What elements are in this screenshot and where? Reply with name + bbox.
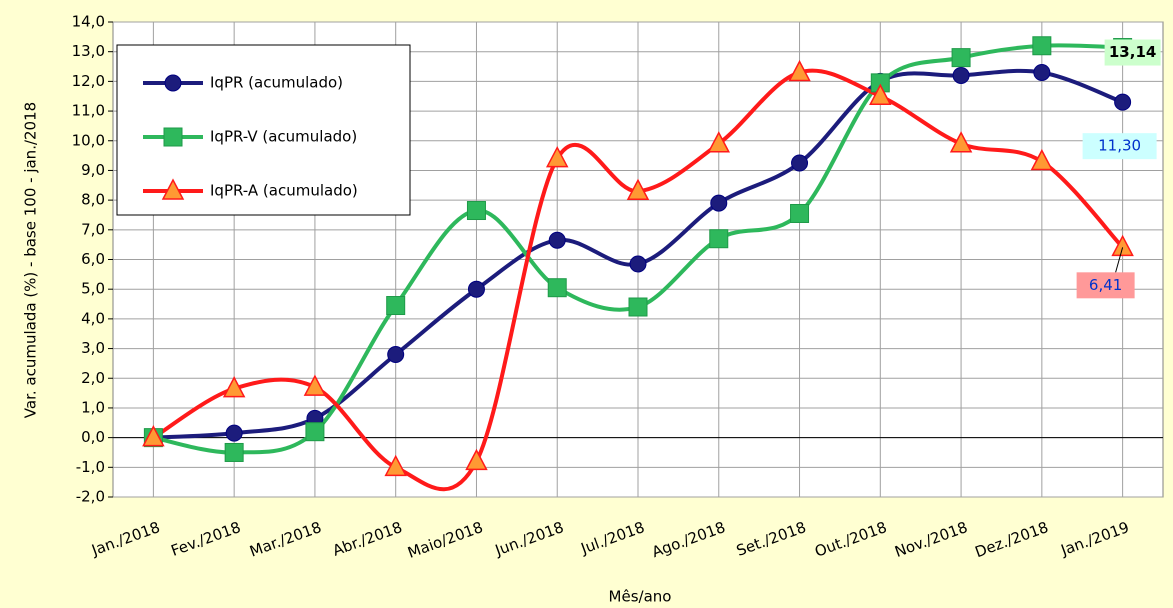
y-tick-label: 14,0	[72, 13, 105, 31]
marker	[386, 296, 406, 316]
y-tick-label: 2,0	[81, 369, 105, 387]
y-tick-label: 11,0	[72, 102, 105, 120]
value-label: 13,14	[1109, 43, 1156, 61]
y-tick-label: 6,0	[81, 250, 105, 268]
marker	[707, 131, 731, 153]
y-tick-label: 5,0	[81, 280, 105, 298]
value-label-box	[1076, 272, 1135, 299]
marker	[548, 231, 566, 249]
marker	[1032, 36, 1052, 56]
value-label-box	[1104, 39, 1161, 66]
marker	[1030, 148, 1054, 171]
value-label: 11,30	[1098, 137, 1141, 155]
marker	[788, 59, 811, 82]
marker	[952, 66, 970, 84]
legend-label: IqPR-A (acumulado)	[210, 182, 358, 200]
marker	[387, 346, 405, 363]
marker	[626, 178, 650, 200]
series-line	[152, 68, 1125, 492]
y-tick-label: 10,0	[72, 131, 105, 149]
y-axis-label: Var. acumulada (%) - base 100 - jan./201…	[22, 102, 40, 418]
y-tick-label: 7,0	[81, 220, 105, 238]
y-tick-label: 12,0	[72, 72, 105, 90]
y-tick-label: 3,0	[81, 339, 105, 357]
y-tick-label: -1,0	[76, 458, 105, 476]
marker	[142, 425, 165, 447]
y-tick-label: 8,0	[81, 191, 105, 209]
marker	[791, 154, 809, 172]
marker	[790, 203, 810, 223]
marker	[545, 145, 569, 168]
y-tick-label: 9,0	[81, 161, 105, 179]
marker	[1114, 93, 1132, 111]
y-tick-label: 4,0	[81, 309, 105, 327]
marker	[951, 48, 971, 68]
legend-label: IqPR-V (acumulado)	[210, 128, 357, 146]
marker	[1033, 63, 1051, 81]
marker	[225, 424, 243, 442]
y-tick-label: 1,0	[81, 398, 105, 416]
marker	[949, 131, 973, 153]
marker	[466, 201, 486, 221]
value-label-box	[1082, 133, 1157, 160]
x-axis-label: Mês/ano	[609, 588, 672, 606]
y-tick-label: 13,0	[72, 42, 105, 60]
marker	[224, 442, 244, 462]
marker	[384, 454, 407, 477]
marker	[161, 178, 185, 200]
marker	[709, 229, 729, 249]
value-label: 6,41	[1089, 276, 1122, 294]
marker	[1111, 234, 1134, 257]
marker	[628, 297, 648, 317]
marker	[303, 374, 327, 396]
marker	[465, 448, 488, 471]
marker	[164, 74, 182, 92]
legend-label: IqPR (acumulado)	[210, 74, 343, 92]
marker	[547, 278, 567, 298]
leader-line	[1115, 247, 1124, 273]
marker	[222, 376, 246, 398]
y-tick-label: -2,0	[76, 488, 105, 506]
marker	[869, 83, 892, 105]
marker	[163, 127, 183, 147]
y-tick-label: 0,0	[81, 428, 105, 446]
marker	[710, 194, 728, 212]
marker	[305, 422, 325, 442]
marker	[629, 255, 647, 273]
marker	[467, 280, 485, 298]
